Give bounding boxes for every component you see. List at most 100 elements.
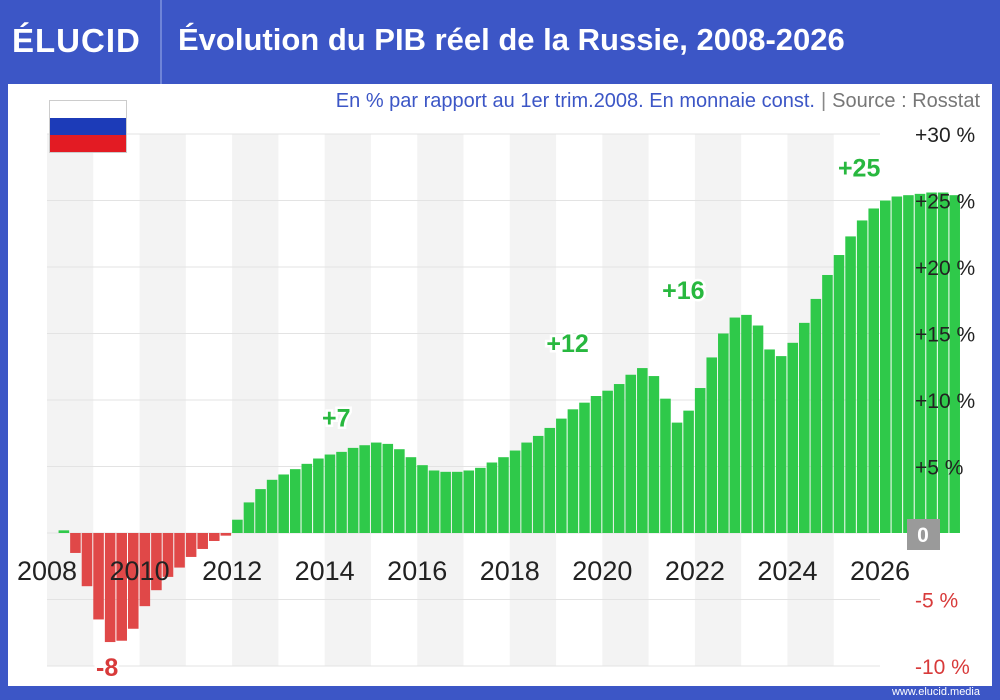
header: ÉLUCID Évolution du PIB réel de la Russi… — [0, 0, 1000, 84]
russia-flag-icon — [49, 100, 127, 153]
subtitle-source: Source : Rosstat — [832, 90, 980, 112]
bar — [440, 471, 451, 533]
y-tick-label: +15 % — [915, 324, 975, 347]
bar — [625, 374, 637, 533]
x-tick-label: 2012 — [202, 556, 262, 586]
bar — [521, 442, 532, 533]
x-tick-label: 2022 — [665, 556, 725, 586]
subtitle-main: En % par rapport au 1er trim.2008. En mo… — [335, 90, 815, 112]
bar — [660, 398, 671, 533]
data-label: +7 — [322, 405, 351, 433]
bar — [590, 396, 602, 533]
y-tick-label: +20 % — [915, 257, 975, 280]
x-tick-label: 2020 — [572, 556, 632, 586]
bar — [475, 467, 486, 533]
bar — [880, 200, 891, 533]
bar — [301, 463, 313, 533]
bar — [752, 325, 764, 533]
bar — [706, 357, 718, 533]
data-label: +16 — [662, 277, 704, 305]
page-title: Évolution du PIB réel de la Russie, 2008… — [178, 22, 845, 57]
bar — [405, 457, 417, 533]
bar — [324, 454, 336, 533]
x-tick-label: 2024 — [757, 556, 817, 586]
bar — [162, 533, 174, 577]
y-tick-label: +25 % — [915, 191, 975, 214]
brand-logo: ÉLUCID — [12, 22, 141, 59]
bar — [232, 519, 243, 533]
bar — [463, 470, 475, 533]
bars — [58, 192, 960, 643]
bar — [567, 409, 579, 533]
x-tick-label: 2014 — [295, 556, 355, 586]
bar — [185, 533, 197, 557]
bar — [683, 410, 694, 533]
bar — [729, 317, 741, 533]
y-tick-label: 0 — [917, 524, 929, 547]
bar — [451, 471, 463, 533]
bar — [104, 533, 116, 643]
data-label: +25 — [838, 155, 881, 183]
bar — [498, 457, 509, 533]
bar — [544, 427, 556, 533]
subtitle-separator: | — [820, 90, 827, 112]
bar — [775, 356, 787, 533]
bar — [532, 435, 544, 533]
bar — [579, 402, 590, 533]
bar — [799, 322, 810, 533]
y-tick-label: -5 % — [915, 590, 958, 613]
bar — [486, 462, 498, 533]
zero-badge — [907, 519, 940, 550]
bar — [428, 470, 440, 533]
bar — [671, 422, 683, 533]
bar — [382, 443, 394, 533]
flag-stripe-blue — [50, 118, 126, 135]
footer-url: www.elucid.media — [891, 686, 980, 698]
x-tick-label: 2010 — [110, 556, 170, 586]
x-tick-label: 2018 — [480, 556, 540, 586]
y-tick-label: -10 % — [915, 656, 970, 679]
bar — [833, 255, 845, 533]
bar — [220, 533, 232, 536]
bar — [509, 450, 521, 533]
bar — [845, 236, 856, 533]
y-tick-label: +30 % — [915, 124, 975, 147]
bar — [197, 533, 208, 549]
bar — [856, 220, 868, 533]
bar — [139, 533, 151, 607]
x-tick-label: 2026 — [850, 556, 910, 586]
bar — [208, 533, 220, 541]
bar — [694, 388, 706, 533]
bar — [787, 342, 799, 533]
bar — [151, 533, 162, 591]
flag-stripe-white — [50, 101, 126, 118]
bar — [613, 384, 625, 533]
bar — [764, 349, 775, 533]
bar — [289, 469, 301, 533]
bar — [81, 533, 93, 587]
bar — [347, 447, 359, 533]
bar — [58, 530, 70, 533]
bar — [116, 533, 127, 641]
bar — [903, 195, 914, 533]
data-label: -8 — [96, 654, 118, 682]
bar — [810, 298, 822, 533]
bar — [313, 458, 324, 533]
x-tick-label: 2016 — [387, 556, 447, 586]
bar — [336, 451, 347, 533]
bar — [926, 192, 937, 533]
bar — [394, 449, 405, 533]
bar — [741, 314, 752, 533]
bar — [648, 376, 660, 533]
y-tick-label: +5 % — [915, 457, 963, 480]
annotations: -8 +7 +12 +16 +25 — [94, 152, 883, 685]
bar — [370, 442, 382, 533]
x-tick-label: 2008 — [17, 556, 77, 586]
y-tick-label: +10 % — [915, 390, 975, 413]
bar — [949, 195, 960, 533]
bar — [359, 445, 370, 533]
bar — [243, 502, 255, 533]
bar — [637, 368, 648, 533]
bar — [718, 333, 729, 533]
